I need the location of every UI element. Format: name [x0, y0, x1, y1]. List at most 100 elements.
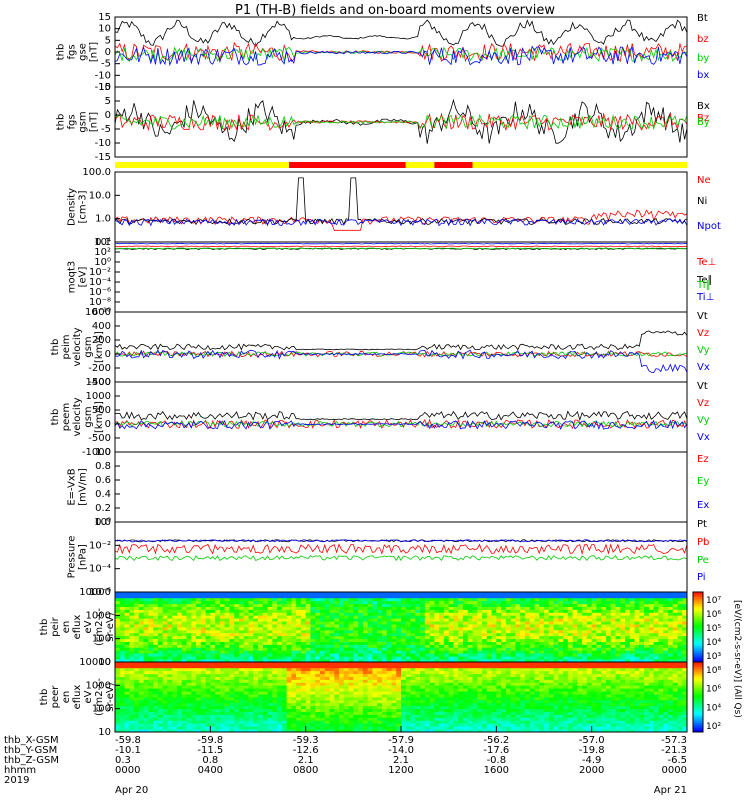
spectrogram-cell [424, 697, 430, 701]
spectrogram-cell [172, 641, 178, 645]
spectrogram-cell [401, 609, 407, 613]
spectrogram-cell [267, 662, 273, 666]
spectrogram-cell [320, 653, 326, 657]
spectrogram-cell [362, 644, 369, 648]
spectrogram-cell [381, 656, 388, 660]
spectrogram-cell [496, 688, 502, 692]
spectrogram-cell [586, 594, 593, 599]
spectrogram-cell [267, 691, 273, 695]
spectrogram-cell [625, 597, 631, 602]
spectrogram-cell [606, 597, 612, 602]
spectrogram-cell [639, 592, 645, 596]
spectrogram-cell [281, 603, 287, 607]
spectrogram-cell [639, 606, 645, 610]
spectrogram-cell [443, 697, 450, 701]
spectrogram-cell [420, 635, 426, 640]
spectrogram-cell [682, 612, 688, 616]
spectrogram-cell [367, 685, 373, 689]
spectrogram-cell [515, 606, 521, 610]
spectrogram-cell [157, 705, 164, 710]
spectrogram-cell [572, 597, 578, 602]
spectrogram-cell [520, 726, 526, 730]
spectrogram-cell [267, 676, 273, 680]
spectrogram-cell [248, 624, 254, 628]
spectrogram-cell [348, 691, 354, 695]
spectrogram-cell [296, 612, 302, 616]
spectrogram-cell [177, 638, 183, 642]
spectrogram-cell [281, 592, 287, 596]
spectrogram-cell [667, 600, 674, 605]
spectrogram-cell [248, 641, 254, 645]
spectrogram-cell [177, 676, 183, 680]
spectrogram-cell [429, 664, 435, 669]
spectrogram-cell [477, 726, 483, 730]
spectrogram-cell [458, 717, 464, 721]
spectrogram-cell [510, 656, 516, 660]
spectrogram-cell [348, 699, 354, 704]
spectrogram-cell [339, 600, 345, 605]
spectrogram-cell [300, 632, 307, 637]
spectrogram-cell [305, 624, 311, 628]
spectrogram-cell [248, 638, 254, 642]
spectrogram-cell [415, 656, 421, 660]
spectrogram-cell [534, 650, 540, 654]
spectrogram-cell [501, 594, 507, 599]
spectrogram-cell [491, 729, 497, 733]
spectrogram-cell [262, 705, 268, 710]
spectrogram-cell [248, 612, 254, 616]
spectrogram-cell [486, 697, 492, 701]
spectrogram-cell [339, 638, 345, 642]
spectrogram-cell [563, 656, 569, 660]
spectrogram-cell [115, 618, 121, 622]
spectrogram-cell [253, 647, 259, 651]
spectrogram-cell [339, 685, 345, 689]
spectrogram-cell [529, 694, 535, 698]
spectrogram-cell [186, 603, 192, 607]
spectrogram-cell [448, 606, 454, 610]
spectrogram-cell [529, 612, 535, 616]
spectrogram-cell [472, 708, 478, 712]
spectrogram-cell [238, 600, 245, 605]
spectrogram-cell [334, 705, 340, 710]
spectrogram-cell [381, 705, 388, 710]
spectrogram-cell [463, 635, 469, 640]
spectrogram-cell [634, 618, 640, 622]
spectrogram-cell [529, 609, 535, 613]
spectrogram-cell [577, 659, 583, 663]
spectrogram-cell [329, 644, 335, 648]
spectrogram-cell [458, 624, 464, 628]
spectrogram-cell [396, 688, 402, 692]
spectrogram-cell [119, 726, 125, 730]
spectrogram-cell [529, 670, 535, 675]
spectrogram-cell [186, 679, 192, 683]
spectrogram-cell [420, 650, 426, 654]
spectrogram-cell [229, 627, 235, 631]
spectrogram-cell [396, 679, 402, 683]
spectrogram-cell [420, 606, 426, 610]
spectrogram-cell [539, 629, 545, 634]
spectrogram-cell [358, 644, 364, 648]
spectrogram-cell [477, 711, 483, 715]
spectrogram-cell [381, 594, 388, 599]
spectrogram-cell [205, 656, 211, 660]
spectrogram-cell [596, 647, 602, 651]
spectrogram-cell [348, 629, 354, 634]
spectrogram-cell [277, 691, 283, 695]
spectrogram-cell [329, 594, 335, 599]
spectrogram-cell [377, 679, 383, 683]
spectrogram-cell [443, 629, 450, 634]
spectrogram-cell [205, 641, 211, 645]
spectrogram-cell [629, 618, 635, 622]
spectrogram-cell [320, 714, 326, 718]
spectrogram-cell [162, 659, 168, 663]
spectrogram-cell [124, 615, 130, 619]
spectrogram-cell [200, 729, 206, 733]
spectrogram-cell [424, 609, 430, 613]
spectrogram-cell [186, 729, 192, 733]
spectrogram-cell [238, 615, 245, 619]
spectrogram-cell [243, 594, 249, 599]
spectrogram-cell [391, 670, 397, 675]
spectrogram-cell [405, 624, 411, 628]
spectrogram-cell [563, 638, 569, 642]
spectrogram-cell [491, 708, 497, 712]
